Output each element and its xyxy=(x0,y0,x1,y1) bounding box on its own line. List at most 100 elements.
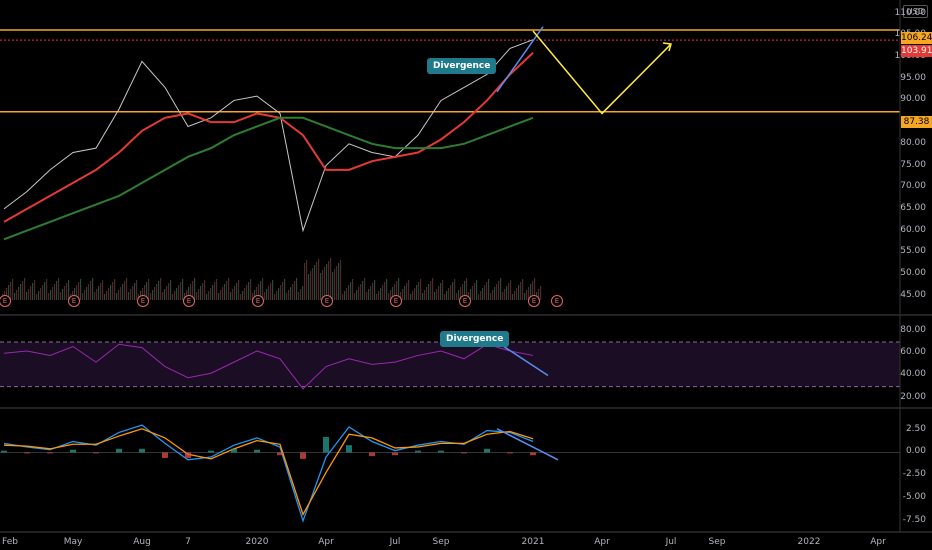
volume-bar xyxy=(152,290,154,300)
volume-bar xyxy=(146,282,148,300)
volume-bar xyxy=(302,286,304,300)
volume-bar xyxy=(446,291,448,300)
volume-bar xyxy=(212,285,214,300)
volume-bar xyxy=(226,281,228,300)
volume-bar xyxy=(382,285,384,300)
volume-bar xyxy=(484,285,486,300)
earnings-badge[interactable]: E xyxy=(68,295,80,307)
volume-bar xyxy=(338,263,340,300)
earnings-badge[interactable]: E xyxy=(252,295,264,307)
volume-bar xyxy=(494,287,496,300)
volume-bar xyxy=(16,290,18,300)
volume-bar xyxy=(134,283,136,300)
earnings-badge[interactable]: E xyxy=(390,295,402,307)
volume-bar xyxy=(240,294,242,300)
volume-bar xyxy=(60,292,62,300)
volume-bar xyxy=(352,279,354,300)
projection-path xyxy=(532,30,672,115)
volume-bar xyxy=(44,282,46,300)
macd-histogram-bar xyxy=(277,452,283,456)
time-tick-label: Sep xyxy=(432,537,450,547)
earnings-badge[interactable]: E xyxy=(551,295,563,307)
volume-bar xyxy=(176,288,178,300)
volume-bar xyxy=(222,287,224,300)
volume-bar xyxy=(350,282,352,300)
volume-bar xyxy=(510,280,512,300)
volume-bar xyxy=(458,290,460,300)
volume-bar xyxy=(18,287,20,300)
volume-bar xyxy=(198,289,200,300)
price-tick-label: 65.00 xyxy=(900,202,926,213)
volume-bar xyxy=(32,283,34,300)
volume-bar xyxy=(386,279,388,300)
volume-bar xyxy=(160,278,162,300)
macd-histogram-bar xyxy=(231,448,237,453)
volume-bar xyxy=(520,282,522,300)
price-tick-label: 90.00 xyxy=(900,94,926,105)
price-divergence-note[interactable]: Divergence xyxy=(427,58,497,74)
earnings-badge[interactable]: E xyxy=(321,295,333,307)
support-price-tag: 87.38 xyxy=(901,116,932,128)
volume-bar xyxy=(246,285,248,300)
volume-bar xyxy=(132,286,134,300)
volume-bar xyxy=(76,285,78,300)
volume-bar xyxy=(164,289,166,300)
macd-histogram-bar xyxy=(415,450,421,453)
volume-bar xyxy=(490,293,492,300)
volume-bar xyxy=(300,289,302,300)
volume-bar xyxy=(438,286,440,300)
volume-bar xyxy=(120,287,122,300)
volume-bar xyxy=(270,283,272,300)
volume-bar xyxy=(14,293,16,300)
volume-bar xyxy=(522,279,524,300)
volume-bar xyxy=(154,287,156,300)
volume-bar xyxy=(504,289,506,300)
volume-bar xyxy=(128,292,130,300)
volume-bar xyxy=(162,292,164,300)
volume-bar xyxy=(272,280,274,300)
volume-bar xyxy=(244,288,246,300)
volume-bar xyxy=(80,279,82,300)
volume-bar xyxy=(110,285,112,300)
volume-bar xyxy=(402,289,404,300)
time-tick-label: Apr xyxy=(870,537,886,547)
volume-bar xyxy=(262,278,264,300)
volume-bar xyxy=(440,283,442,300)
earnings-badge[interactable]: E xyxy=(528,295,540,307)
volume-bar xyxy=(532,281,534,300)
macd-histogram-bar xyxy=(507,452,513,454)
earnings-badge[interactable]: E xyxy=(137,295,149,307)
volume-bar xyxy=(358,287,360,300)
volume-bar xyxy=(208,291,210,300)
volume-bar xyxy=(508,283,510,300)
volume-bar xyxy=(50,290,52,300)
volume-bar xyxy=(314,265,316,300)
earnings-badge[interactable]: E xyxy=(0,295,11,307)
volume-bar xyxy=(122,284,124,300)
volume-bar xyxy=(148,279,150,300)
volume-bar xyxy=(406,283,408,300)
earnings-badge[interactable]: E xyxy=(183,295,195,307)
volume-bar xyxy=(328,261,330,300)
rsi-divergence-note[interactable]: Divergence xyxy=(440,331,510,347)
volume-bar xyxy=(528,287,530,300)
time-tick-label: Aug xyxy=(133,537,151,547)
time-tick-label: May xyxy=(63,537,83,547)
earnings-badge[interactable]: E xyxy=(459,295,471,307)
price-divergence-line xyxy=(496,26,544,93)
volume-bar xyxy=(392,287,394,300)
volume-bar xyxy=(370,286,372,300)
currency-label[interactable]: USD xyxy=(902,5,928,18)
macd-histogram-bar xyxy=(116,448,122,453)
volume-bar xyxy=(492,290,494,300)
volume-bar xyxy=(366,292,368,300)
macd-histogram-bar xyxy=(1,450,7,453)
time-tick-label: Jul xyxy=(665,537,677,547)
volume-bar xyxy=(436,289,438,300)
volume-bar xyxy=(52,287,54,300)
volume-bar xyxy=(256,287,258,300)
volume-bar xyxy=(190,284,192,300)
volume-bar xyxy=(500,278,502,300)
volume-bar xyxy=(28,289,30,300)
